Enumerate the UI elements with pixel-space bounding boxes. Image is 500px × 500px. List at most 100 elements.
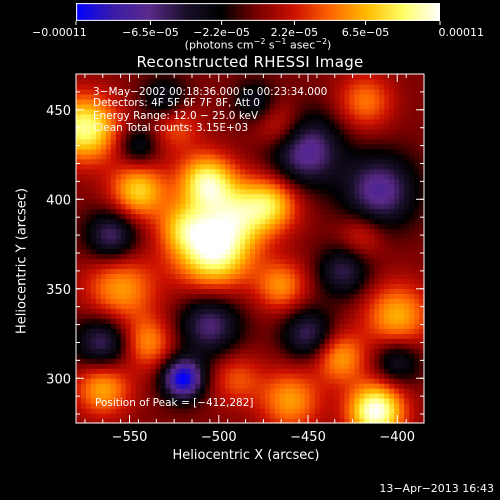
heatmap-cell (299, 318, 306, 324)
heatmap-cell (314, 223, 321, 230)
heatmap-cell (399, 143, 405, 150)
heatmap-cell (205, 198, 211, 205)
heatmap-cell (369, 413, 375, 419)
heatmap-cell (304, 338, 311, 344)
heatmap-cell (329, 333, 336, 339)
heatmap-cell (294, 368, 301, 374)
heatmap-cell (195, 113, 201, 120)
heatmap-cell (150, 408, 157, 414)
heatmap-cell (165, 278, 172, 284)
heatmap-cell (250, 263, 256, 270)
heatmap-cell (319, 248, 326, 255)
heatmap-cell (269, 238, 276, 245)
heatmap-cell (165, 173, 172, 180)
heatmap-cell (110, 233, 117, 240)
heatmap-cell (359, 398, 365, 404)
heatmap-cell (324, 278, 331, 284)
heatmap-cell (404, 228, 410, 235)
heatmap-cell (140, 338, 147, 344)
heatmap-cell (389, 128, 395, 135)
heatmap-cell (165, 398, 172, 404)
heatmap-cell (76, 398, 82, 404)
heatmap-cell (185, 283, 191, 289)
heatmap-cell (180, 168, 186, 175)
x-tick-label: −450 (290, 430, 326, 445)
heatmap-cell (115, 308, 122, 314)
heatmap-cell (195, 143, 201, 150)
heatmap-cell (379, 318, 385, 324)
heatmap-cell (80, 403, 87, 409)
heatmap-cell (240, 208, 246, 215)
heatmap-cell (404, 83, 410, 90)
heatmap-cell (245, 118, 251, 125)
heatmap-cell (419, 158, 425, 165)
heatmap-cell (289, 313, 296, 319)
heatmap-cell (140, 148, 147, 155)
heatmap-cell (135, 303, 142, 309)
heatmap-cell (319, 203, 326, 210)
heatmap-cell (339, 298, 346, 304)
heatmap-cell (354, 398, 360, 404)
heatmap-cell (195, 83, 201, 90)
heatmap-cell (259, 328, 266, 334)
heatmap-cell (130, 333, 137, 339)
heatmap-cell (329, 283, 336, 289)
heatmap-cell (125, 158, 132, 165)
heatmap-cell (399, 313, 405, 319)
heatmap-cell (394, 373, 400, 379)
heatmap-cell (274, 353, 281, 359)
heatmap-cell (230, 393, 236, 399)
heatmap-cell (324, 148, 331, 155)
heatmap-cell (329, 303, 336, 309)
heatmap-cell (339, 363, 346, 369)
heatmap-cell (374, 228, 380, 235)
heatmap-cell (384, 398, 390, 404)
heatmap-cell (225, 233, 231, 240)
heatmap-cell (235, 178, 241, 185)
heatmap-cell (90, 238, 97, 245)
heatmap-cell (115, 88, 122, 95)
heatmap-cell (259, 128, 266, 135)
heatmap-cell (309, 198, 316, 205)
heatmap-cell (369, 353, 375, 359)
heatmap-cell (259, 288, 266, 294)
heatmap-cell (160, 238, 167, 245)
heatmap-cell (294, 353, 301, 359)
heatmap-cell (374, 238, 380, 245)
heatmap-cell (319, 153, 326, 160)
heatmap-cell (100, 368, 107, 374)
heatmap-cell (279, 398, 286, 404)
heatmap-cell (175, 418, 181, 424)
heatmap-cell (100, 358, 107, 364)
heatmap-cell (334, 418, 341, 424)
heatmap-cell (319, 303, 326, 309)
heatmap-cell (264, 348, 271, 354)
heatmap-cell (125, 153, 132, 160)
heatmap-cell (334, 83, 341, 90)
heatmap-cell (115, 74, 122, 80)
heatmap-cell (339, 318, 346, 324)
heatmap-cell (125, 303, 132, 309)
heatmap-cell (180, 298, 186, 304)
heatmap-cell (339, 258, 346, 265)
heatmap-cell (354, 408, 360, 414)
heatmap-cell (359, 173, 365, 180)
heatmap-cell (250, 253, 256, 260)
heatmap-cell (76, 213, 82, 220)
heatmap-cell (279, 238, 286, 245)
heatmap-cell (294, 163, 301, 170)
heatmap-cell (309, 128, 316, 135)
heatmap-cell (145, 218, 152, 225)
heatmap-cell (100, 333, 107, 339)
heatmap-cell (294, 98, 301, 105)
heatmap-cell (309, 203, 316, 210)
heatmap-cell (379, 328, 385, 334)
heatmap-cell (100, 318, 107, 324)
heatmap-cell (240, 283, 246, 289)
heatmap-cell (110, 253, 117, 260)
heatmap-cell (329, 118, 336, 125)
heatmap-cell (115, 218, 122, 225)
heatmap-cell (120, 363, 127, 369)
heatmap-cell (344, 118, 351, 125)
heatmap-cell (170, 388, 177, 394)
